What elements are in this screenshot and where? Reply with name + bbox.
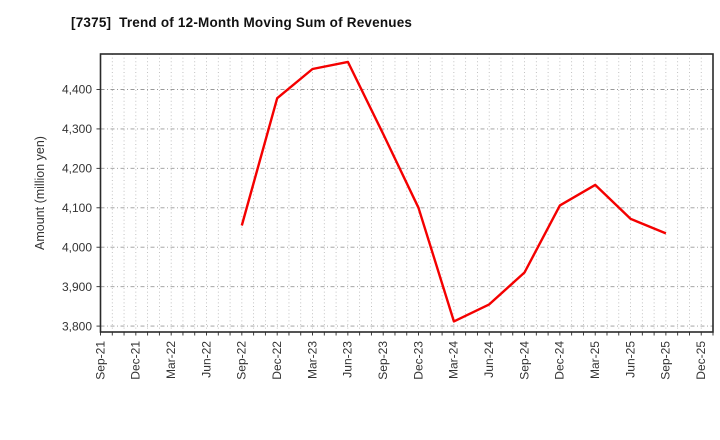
x-tick-label: Jun-25 [623, 341, 637, 378]
x-tick-label: Sep-24 [517, 341, 531, 380]
x-tick-labels: Sep-21 Dec-21 Mar-22 Jun-22 Sep-22 Dec-22 Mar-… [93, 341, 708, 380]
x-tick-label: Sep-23 [376, 341, 390, 380]
horizontal-gridlines [100, 89, 713, 327]
y-tick-label: 3,800 [62, 319, 92, 333]
y-tick-label: 3,900 [62, 280, 92, 294]
vertical-gridlines [111, 54, 702, 332]
y-tick-label: 4,300 [62, 122, 92, 136]
x-tick-label: Jun-24 [482, 341, 496, 378]
y-axis-title: Amount (million yen) [33, 136, 47, 250]
revenue-line-series [240, 60, 667, 323]
x-tick-label: Sep-22 [235, 341, 249, 380]
x-tick-label: Dec-25 [694, 341, 708, 380]
x-tick-label: Sep-25 [659, 341, 673, 380]
y-tick-labels: 3,800 3,900 4,000 4,100 4,200 4,300 4,400 [62, 83, 92, 334]
y-tick-label: 4,400 [62, 83, 92, 97]
x-tick-label: Sep-21 [93, 341, 107, 380]
x-tick-label: Mar-24 [447, 341, 461, 379]
y-tick-label: 4,000 [62, 240, 92, 254]
x-tick-label: Mar-22 [164, 341, 178, 379]
x-tick-label: Dec-23 [411, 341, 425, 380]
x-tick-label: Dec-21 [129, 341, 143, 380]
axis-tick-marks [96, 89, 714, 336]
y-tick-label: 4,200 [62, 162, 92, 176]
axis-border [99, 53, 714, 333]
y-tick-label: 4,100 [62, 201, 92, 215]
x-tick-label: Mar-25 [588, 341, 602, 379]
x-tick-label: Dec-22 [270, 341, 284, 380]
x-tick-label: Jun-23 [341, 341, 355, 378]
x-tick-label: Mar-23 [305, 341, 319, 379]
x-tick-label: Jun-22 [199, 341, 213, 378]
chart-title: [7375] Trend of 12-Month Moving Sum of R… [71, 15, 413, 30]
x-tick-label: Dec-24 [553, 341, 567, 380]
